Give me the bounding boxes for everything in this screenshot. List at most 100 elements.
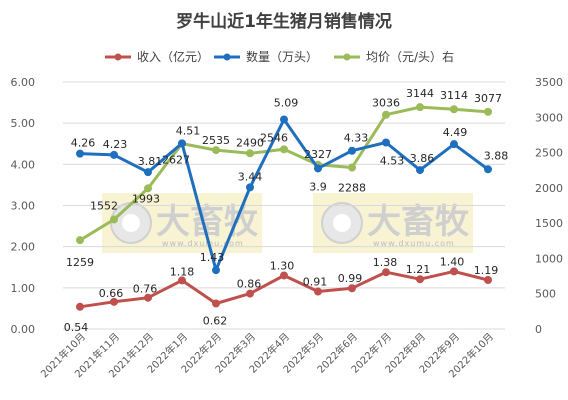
data-point <box>110 297 118 306</box>
data-label: 1.43 <box>200 251 225 264</box>
data-point <box>212 146 220 155</box>
data-label: 2490 <box>236 136 264 149</box>
y-right-tick-label: 2500 <box>535 147 563 160</box>
data-label: 3.81 <box>138 155 163 168</box>
data-point <box>246 289 254 298</box>
data-label: 2288 <box>338 182 366 195</box>
data-point <box>178 276 186 285</box>
data-label: 1259 <box>66 256 94 269</box>
data-label: 3.88 <box>484 149 509 162</box>
data-point <box>348 146 356 155</box>
y-left-tick-label: 5.00 <box>11 117 36 130</box>
data-point <box>280 115 288 124</box>
legend-label: 数量（万头） <box>246 49 318 64</box>
data-label: 0.91 <box>303 276 328 289</box>
data-label: 1.30 <box>270 259 295 272</box>
data-point <box>314 287 322 296</box>
data-point <box>382 110 390 119</box>
data-labels: 0.54 0.66 0.76 1.18 0.62 0.86 1.30 0.91 0.99 1.38… <box>64 87 509 334</box>
data-label: 2327 <box>304 148 332 161</box>
data-point <box>484 107 492 116</box>
data-point <box>212 299 220 308</box>
data-point <box>348 163 356 172</box>
data-label: 4.53 <box>380 155 405 168</box>
data-point <box>416 166 424 175</box>
data-point <box>246 183 254 192</box>
data-label: 1552 <box>90 199 118 212</box>
y-left-tick-label: 1.00 <box>11 282 36 295</box>
watermark-url: www.dxumu.com <box>162 239 244 248</box>
y-right-tick-label: 0 <box>535 323 542 336</box>
y-left-tick-label: 3.00 <box>11 200 36 213</box>
data-point <box>382 138 390 147</box>
data-point <box>348 284 356 293</box>
data-point <box>212 266 220 275</box>
data-label: 3114 <box>440 89 468 102</box>
data-label: 3036 <box>372 97 400 110</box>
data-label: 0.54 <box>64 321 89 334</box>
legend-marker <box>343 53 351 61</box>
data-point <box>484 165 492 174</box>
data-label: 2627 <box>162 154 190 167</box>
data-label: 1.40 <box>440 255 465 268</box>
data-point <box>110 150 118 159</box>
x-axis: 2021年10月2021年11月2021年12月2022年1月2022年2月20… <box>38 330 496 380</box>
data-label: 3.86 <box>410 152 435 165</box>
y-right-tick-label: 1500 <box>535 217 563 230</box>
data-point <box>280 145 288 154</box>
watermark-logo-inner-icon <box>122 214 140 232</box>
data-label: 4.49 <box>443 126 468 139</box>
data-label: 3.9 <box>309 180 327 193</box>
chart-title: 罗牛山近1年生猪月销售情况 <box>176 11 392 32</box>
y-right-tick-label: 3500 <box>535 76 563 89</box>
y-left-tick-label: 2.00 <box>11 241 36 254</box>
legend-marker <box>223 53 231 61</box>
data-label: 0.76 <box>133 283 158 296</box>
data-label: 5.09 <box>274 96 299 109</box>
y-right-tick-label: 2000 <box>535 182 563 195</box>
data-label: 0.62 <box>203 314 228 327</box>
data-point <box>382 268 390 277</box>
legend: 收入（亿元） 数量（万头） 均价（元/头）右 <box>105 49 454 64</box>
data-point <box>110 215 118 224</box>
data-point <box>416 103 424 112</box>
data-label: 2546 <box>260 131 288 144</box>
y-right-tick-label: 3000 <box>535 111 563 124</box>
data-label: 1.21 <box>406 263 431 276</box>
data-label: 4.26 <box>71 137 96 150</box>
data-label: 3077 <box>474 92 502 105</box>
data-label: 0.86 <box>237 278 262 291</box>
y-right-tick-label: 500 <box>535 288 556 301</box>
data-point <box>76 236 84 245</box>
data-point <box>144 184 152 193</box>
data-label: 0.99 <box>338 272 363 285</box>
data-label: 0.66 <box>99 287 124 300</box>
data-point <box>76 149 84 158</box>
data-label: 3.44 <box>238 170 263 183</box>
data-point <box>416 275 424 284</box>
data-point <box>450 140 458 149</box>
data-point <box>246 149 254 158</box>
data-label: 1.19 <box>474 264 499 277</box>
data-point <box>280 271 288 280</box>
data-label: 4.33 <box>344 132 369 145</box>
data-point <box>178 139 186 148</box>
watermark-url: www.dxumu.com <box>373 239 455 248</box>
data-label: 4.51 <box>176 124 201 137</box>
watermark-text: 大畜牧 <box>367 202 470 242</box>
y-left-tick-label: 4.00 <box>11 158 36 171</box>
watermark-logo-inner-icon <box>333 214 351 232</box>
data-point <box>484 276 492 285</box>
data-point <box>450 105 458 114</box>
legend-marker <box>114 53 122 61</box>
data-label: 1.38 <box>373 256 398 269</box>
data-point <box>144 293 152 302</box>
y-left-tick-label: 6.00 <box>11 76 36 89</box>
data-label: 4.23 <box>103 138 128 151</box>
data-label: 3144 <box>406 87 434 100</box>
data-label: 2535 <box>202 134 230 147</box>
data-point <box>450 267 458 276</box>
data-point <box>144 168 152 177</box>
y-axis-right: 0 500 1000 1500 2000 2500 3000 3500 <box>535 76 563 336</box>
